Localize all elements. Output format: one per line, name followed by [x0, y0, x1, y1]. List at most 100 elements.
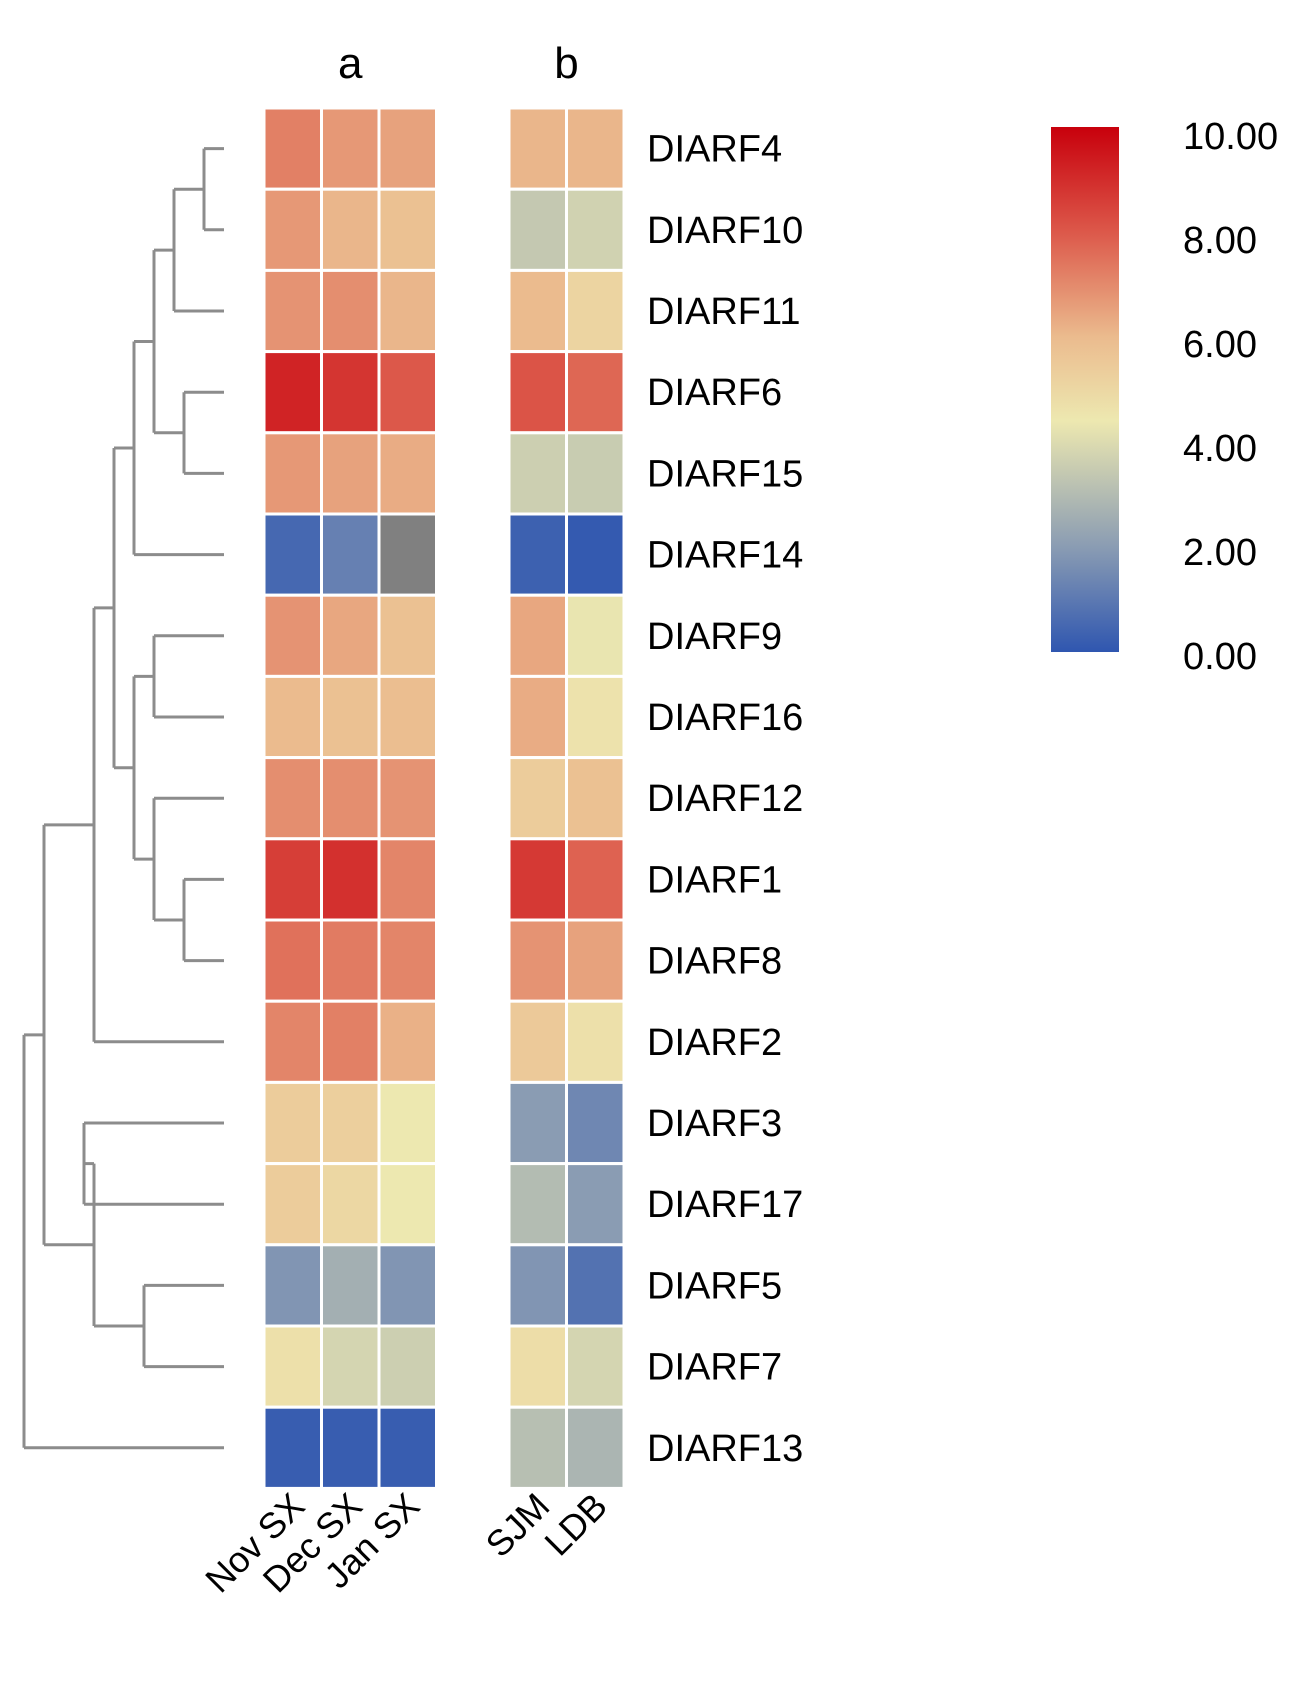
heatmap-cell-a-DIARF2-Nov-SX	[262, 999, 323, 1084]
heatmap-cell-a-DIARF2-Jan-SX	[377, 999, 438, 1084]
heatmap-cell-a-DIARF2-Dec-SX	[320, 999, 381, 1084]
heatmap-cell-a-DIARF17-Dec-SX	[320, 1162, 381, 1247]
heatmap-cell-a-DIARF14-Dec-SX	[320, 512, 381, 597]
row-label: DIARF16	[647, 697, 803, 739]
heatmap-cell-a-DIARF6-Jan-SX	[377, 350, 438, 435]
heatmap-cell-a-DIARF9-Dec-SX	[320, 593, 381, 678]
heatmap-cell-a-DIARF4-Dec-SX	[320, 106, 381, 191]
heatmap-cell-b-DIARF17-LDB	[565, 1162, 626, 1247]
heatmap-cell-a-DIARF7-Dec-SX	[320, 1324, 381, 1409]
heatmap-cell-a-DIARF1-Nov-SX	[262, 837, 323, 922]
row-label: DIARF12	[647, 778, 803, 820]
heatmap-cell-a-DIARF14-Jan-SX	[377, 512, 438, 597]
column-label: LDB	[536, 1485, 615, 1564]
heatmap-cell-a-DIARF8-Dec-SX	[320, 918, 381, 1003]
row-label: DIARF9	[647, 616, 782, 658]
row-label: DIARF5	[647, 1265, 782, 1307]
heatmap-cell-a-DIARF13-Nov-SX	[262, 1405, 323, 1490]
heatmap-cell-b-DIARF15-LDB	[565, 431, 626, 516]
row-label: DIARF2	[647, 1022, 782, 1064]
heatmap-cell-b-DIARF16-SJM	[507, 674, 568, 760]
heatmap-cell-a-DIARF17-Jan-SX	[377, 1162, 438, 1247]
heatmap-cell-b-DIARF11-LDB	[565, 268, 626, 354]
row-label: DIARF11	[647, 291, 800, 333]
heatmap-cell-a-DIARF7-Nov-SX	[262, 1324, 323, 1409]
legend-tick-label: 10.00	[1183, 116, 1278, 158]
heatmap-cells	[262, 106, 626, 1490]
heatmap-cell-b-DIARF13-LDB	[565, 1405, 626, 1490]
heatmap-cell-b-DIARF6-SJM	[507, 350, 568, 435]
row-label: DIARF15	[647, 453, 803, 495]
heatmap-cell-a-DIARF9-Jan-SX	[377, 593, 438, 678]
heatmap-cell-b-DIARF14-LDB	[565, 512, 626, 597]
heatmap-cell-a-DIARF3-Jan-SX	[377, 1080, 438, 1166]
group-label-a: a	[338, 39, 363, 88]
heatmap-cell-a-DIARF14-Nov-SX	[262, 512, 323, 597]
heatmap-cell-b-DIARF5-LDB	[565, 1243, 626, 1328]
heatmap-cell-b-DIARF4-LDB	[565, 106, 626, 191]
heatmap-cell-a-DIARF15-Nov-SX	[262, 431, 323, 516]
heatmap-cell-a-DIARF5-Dec-SX	[320, 1243, 381, 1328]
heatmap-cell-b-DIARF12-SJM	[507, 756, 568, 841]
heatmap-cell-a-DIARF17-Nov-SX	[262, 1162, 323, 1247]
heatmap-cell-b-DIARF14-SJM	[507, 512, 568, 597]
heatmap-cell-b-DIARF9-LDB	[565, 593, 626, 678]
heatmap-cell-b-DIARF10-SJM	[507, 187, 568, 272]
heatmap-cell-b-DIARF13-SJM	[507, 1405, 568, 1490]
color-legend-bar	[1051, 127, 1119, 652]
heatmap-cell-a-DIARF6-Dec-SX	[320, 350, 381, 435]
group-label-b: b	[554, 39, 578, 88]
row-dendrogram	[22, 147, 224, 1450]
heatmap-cell-a-DIARF16-Jan-SX	[377, 674, 438, 760]
row-label: DIARF3	[647, 1103, 782, 1145]
heatmap-cell-a-DIARF12-Nov-SX	[262, 756, 323, 841]
heatmap-cell-b-DIARF9-SJM	[507, 593, 568, 678]
row-label: DIARF1	[647, 859, 782, 901]
heatmap-cell-b-DIARF4-SJM	[507, 106, 568, 191]
heatmap-cell-a-DIARF3-Nov-SX	[262, 1080, 323, 1166]
heatmap-cell-b-DIARF2-LDB	[565, 999, 626, 1084]
legend-tick-label: 0.00	[1183, 636, 1257, 678]
row-label: DIARF7	[647, 1347, 782, 1389]
heatmap-cell-a-DIARF16-Dec-SX	[320, 674, 381, 760]
legend-tick-label: 8.00	[1183, 220, 1257, 262]
row-label: DIARF13	[647, 1428, 803, 1470]
legend-tick-label: 4.00	[1183, 428, 1257, 470]
heatmap-cell-a-DIARF12-Dec-SX	[320, 756, 381, 841]
legend-tick-label: 2.00	[1183, 532, 1257, 574]
heatmap-cell-b-DIARF8-SJM	[507, 918, 568, 1003]
heatmap-cell-a-DIARF15-Jan-SX	[377, 431, 438, 516]
heatmap-cell-b-DIARF10-LDB	[565, 187, 626, 272]
row-label: DIARF4	[647, 129, 782, 171]
heatmap-cell-b-DIARF12-LDB	[565, 756, 626, 841]
row-label: DIARF8	[647, 941, 782, 983]
heatmap-cell-a-DIARF1-Dec-SX	[320, 837, 381, 922]
heatmap-cell-a-DIARF11-Jan-SX	[377, 268, 438, 354]
heatmap-cell-a-DIARF3-Dec-SX	[320, 1080, 381, 1166]
heatmap-cell-b-DIARF8-LDB	[565, 918, 626, 1003]
heatmap-cell-a-DIARF5-Nov-SX	[262, 1243, 323, 1328]
heatmap-cell-a-DIARF16-Nov-SX	[262, 674, 323, 760]
heatmap-cell-b-DIARF7-SJM	[507, 1324, 568, 1409]
heatmap-cell-a-DIARF13-Jan-SX	[377, 1405, 438, 1490]
heatmap-cell-a-DIARF6-Nov-SX	[262, 350, 323, 435]
heatmap-cell-a-DIARF15-Dec-SX	[320, 431, 381, 516]
heatmap-cell-a-DIARF4-Jan-SX	[377, 106, 438, 191]
heatmap-cell-b-DIARF15-SJM	[507, 431, 568, 516]
heatmap-cell-b-DIARF6-LDB	[565, 350, 626, 435]
heatmap-cell-b-DIARF11-SJM	[507, 268, 568, 354]
heatmap-cell-b-DIARF1-SJM	[507, 837, 568, 922]
heatmap-cell-b-DIARF17-SJM	[507, 1162, 568, 1247]
heatmap-cell-a-DIARF8-Jan-SX	[377, 918, 438, 1003]
heatmap-cell-a-DIARF4-Nov-SX	[262, 106, 323, 191]
heatmap-cell-b-DIARF1-LDB	[565, 837, 626, 922]
heatmap-cell-a-DIARF11-Nov-SX	[262, 268, 323, 354]
color-legend: 10.00 8.00 6.00 4.00 2.00 0.00	[1051, 116, 1278, 678]
heatmap-cell-a-DIARF8-Nov-SX	[262, 918, 323, 1003]
row-label: DIARF14	[647, 535, 803, 577]
heatmap-cell-a-DIARF13-Dec-SX	[320, 1405, 381, 1490]
heatmap-cell-a-DIARF1-Jan-SX	[377, 837, 438, 922]
heatmap-cell-b-DIARF5-SJM	[507, 1243, 568, 1328]
